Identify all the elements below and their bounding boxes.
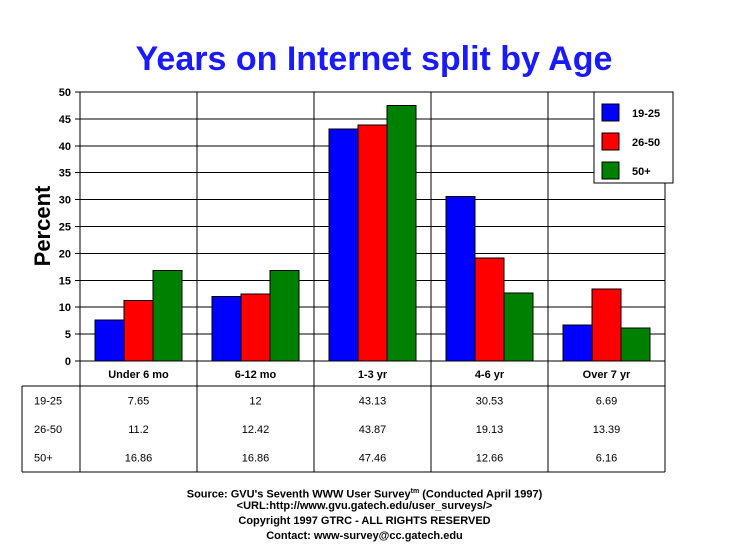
- table-cell: 19.13: [476, 424, 504, 436]
- x-tick-label: Under 6 mo: [108, 369, 169, 381]
- bar-26-50-0: [123, 300, 154, 362]
- table-row-label: 19-25: [34, 395, 62, 407]
- table-cell: 11.2: [128, 424, 149, 436]
- bar-50plus-1: [269, 269, 300, 362]
- legend-label: 50+: [632, 166, 651, 178]
- contact: Contact: www-survey@cc.gatech.edu: [266, 530, 463, 542]
- bar-19-25-0: [94, 319, 125, 362]
- x-tick-label: 6-12 mo: [235, 369, 277, 381]
- source-text: Source: GVU's Seventh WWW User Survey: [186, 488, 411, 501]
- table-cell: 30.53: [476, 395, 504, 407]
- bar-50plus-3: [503, 292, 534, 362]
- table-cell: 6.69: [596, 395, 617, 407]
- y-tick-label: 15: [59, 275, 71, 287]
- table-cell: 6.16: [596, 453, 617, 465]
- y-tick-label: 45: [59, 114, 71, 126]
- y-tick-label: 10: [59, 302, 71, 314]
- source-url: <URL:http://www.gvu.gatech.edu/user_surv…: [236, 500, 493, 512]
- chart-title: Years on Internet split by Age: [136, 40, 613, 78]
- table-cell: 47.46: [359, 453, 387, 465]
- y-tick-label: 35: [59, 168, 71, 180]
- bar-50plus-2: [386, 105, 417, 362]
- table-row-label: 50+: [34, 453, 53, 465]
- y-tick-label: 30: [59, 195, 71, 207]
- y-tick-label: 40: [59, 141, 71, 153]
- table-cell: 16.86: [125, 453, 153, 465]
- data-table: Under 6 mo 6-12 mo 1-3 yr 4-6 yr Over 7 yr 19…: [21, 361, 666, 473]
- bar-19-25-1: [211, 295, 242, 362]
- x-tick-label: 4-6 yr: [475, 369, 505, 381]
- y-tick-label: 0: [65, 356, 71, 368]
- table-cell: 12.42: [242, 424, 270, 436]
- legend-swatch: [601, 103, 620, 122]
- table-cell: 12.66: [476, 453, 504, 465]
- table-row-label: 26-50: [34, 424, 62, 436]
- bar-19-25-4: [562, 324, 593, 362]
- bar-50plus-0: [152, 269, 183, 362]
- y-axis-label: Percent: [30, 185, 55, 266]
- source-date: (Conducted April 1997): [419, 488, 543, 501]
- table-cell: 12: [249, 395, 261, 407]
- table-cell: 13.39: [593, 424, 621, 436]
- bar-26-50-3: [474, 257, 505, 362]
- y-tick-label: 50: [59, 87, 71, 99]
- trademark-mark: tm: [410, 488, 420, 495]
- legend-label: 19-25: [632, 108, 660, 120]
- bar-26-50-2: [357, 124, 388, 362]
- legend-swatch: [601, 161, 620, 180]
- bar-19-25-2: [328, 128, 359, 362]
- table-cell: 43.13: [359, 395, 387, 407]
- y-tick-labels: 0 5 10 15 20 25 30 35 40 45 50: [59, 87, 80, 368]
- y-tick-label: 25: [59, 222, 71, 234]
- source-line: Source: GVU's Seventh WWW User Surveytm …: [0, 485, 729, 502]
- table-cell: 43.87: [359, 424, 387, 436]
- bars: [94, 105, 651, 362]
- x-tick-label: Over 7 yr: [583, 369, 631, 381]
- y-tick-label: 20: [59, 248, 71, 260]
- legend-label: 26-50: [632, 137, 660, 149]
- table-cell: 7.65: [128, 395, 149, 407]
- bar-19-25-3: [445, 196, 476, 362]
- x-tick-label: 1-3 yr: [358, 369, 388, 381]
- bar-50plus-4: [620, 327, 651, 362]
- legend: 19-25 26-50 50+: [593, 91, 674, 184]
- bar-26-50-1: [240, 293, 271, 362]
- bar-26-50-4: [591, 288, 622, 362]
- legend-swatch: [601, 132, 620, 151]
- y-tick-label: 5: [65, 329, 71, 341]
- copyright: Copyright 1997 GTRC - ALL RIGHTS RESERVE…: [238, 515, 491, 527]
- table-cell: 16.86: [242, 453, 270, 465]
